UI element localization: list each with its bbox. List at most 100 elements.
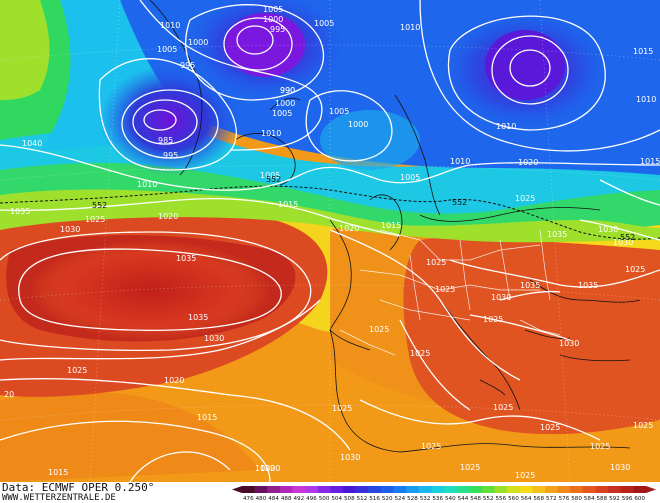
isobar-label: 1030 — [610, 463, 630, 472]
contour-552-label: 552 — [620, 233, 635, 242]
isobar-label: 1025 — [590, 442, 610, 451]
isobar-label: 1005 — [400, 173, 420, 182]
isobars — [0, 0, 660, 482]
colorbar-swatch — [254, 486, 268, 493]
website-link[interactable]: WWW.WETTERZENTRALE.DE — [2, 493, 116, 503]
isobar-label: 1025 — [421, 442, 441, 451]
colorbar-tick-label: 488 — [281, 496, 292, 501]
colorbar-tick-label: 528 — [407, 496, 418, 501]
isobar-label: 1040 — [22, 139, 42, 148]
isobar-label: 1030 — [491, 293, 511, 302]
colorbar-swatch — [330, 486, 344, 493]
isobar-label: 1000 — [348, 120, 368, 129]
colorbar-tick-label: 588 — [596, 496, 607, 501]
colorbar-swatch — [267, 486, 281, 493]
colorbar-tick-label: 596 — [622, 496, 633, 501]
colorbar-swatch — [507, 486, 521, 493]
isobar-label: 1025 — [410, 349, 430, 358]
isobar-label: 1030 — [340, 453, 360, 462]
colorbar-tick-label: 552 — [483, 496, 494, 501]
colorbar-swatch — [305, 486, 319, 493]
colorbar-swatch — [380, 486, 394, 493]
colorbar-swatch — [431, 486, 445, 493]
isobar-label: 1010 — [261, 129, 281, 138]
isobar-label: 1005 — [260, 171, 280, 180]
colorbar-swatch — [557, 486, 571, 493]
contour-labels: 552 552 552 552 — [92, 175, 635, 242]
graticule — [0, 0, 660, 482]
colorbar-swatch — [608, 486, 622, 493]
colorbar-tick-label: 520 — [382, 496, 393, 501]
contour-552-label: 552 — [452, 198, 467, 207]
isobar-label: 1010 — [400, 23, 420, 32]
colorbar-swatch — [317, 486, 331, 493]
isobar-label: 1020 — [339, 224, 359, 233]
isobar-label: 1030 — [204, 334, 224, 343]
colorbar-swatch — [494, 486, 508, 493]
isobar-label: 1030 — [559, 339, 579, 348]
colorbar-tick-label: 556 — [495, 496, 506, 501]
isobar-label: 1005 — [329, 107, 349, 116]
isobar-label: 1030 — [613, 238, 633, 247]
isobar-label: 1025 — [515, 471, 535, 480]
colorbar-tick-label: 476 — [243, 496, 254, 501]
isobar-label: 1035 — [578, 281, 598, 290]
isobar-label: 1025 — [435, 285, 455, 294]
colorbar-swatch — [595, 486, 609, 493]
isobar-label: 1000 — [275, 99, 295, 108]
isobar-label: 1020 — [518, 158, 538, 167]
isobar-label: 1025 — [332, 404, 352, 413]
isobar-label: 1025 — [426, 258, 446, 267]
band-red-south — [0, 391, 260, 482]
footer-bar: Data: ECMWF OPER 0.250° WWW.WETTERZENTRA… — [0, 482, 660, 503]
colorbar-tick-label: 580 — [571, 496, 582, 501]
cyan-patch-mid — [320, 110, 420, 170]
colorbar-tick-label: 536 — [432, 496, 443, 501]
isobar-label: 1025 — [540, 423, 560, 432]
isobar-label: 985 — [158, 136, 173, 145]
weather-map: 1010 1005 1000 995 1005 1005 1010 1000 995 990 101… — [0, 0, 660, 482]
isobar-label: 1020 — [164, 376, 184, 385]
colorbar-tick-label: 548 — [470, 496, 481, 501]
isobar-label: 1015 — [197, 413, 217, 422]
band-cyan — [0, 66, 660, 214]
isobar-label: 995 — [163, 151, 178, 160]
isobar-label: 1010 — [160, 21, 180, 30]
colorbar-swatch — [279, 486, 293, 493]
colorbar-tick-label: 516 — [369, 496, 380, 501]
colorbar-tick-label: 576 — [559, 496, 570, 501]
data-source-label: Data: ECMWF OPER 0.250° — [2, 481, 155, 494]
colorbar-swatch — [519, 486, 533, 493]
colorbar-tick-label: 544 — [458, 496, 469, 501]
colorbar-swatch — [444, 486, 457, 493]
band-yellow-nw — [0, 0, 50, 100]
colorbar-swatch — [242, 486, 255, 493]
isobar-label: 1015 — [278, 200, 298, 209]
colorbar-tick-label: 492 — [293, 496, 304, 501]
isobar-label: 1030 — [60, 225, 80, 234]
isobar-label: 1035 — [520, 281, 540, 290]
colorbar-tick-label: 572 — [546, 496, 557, 501]
isobar-label: 1025 — [633, 421, 653, 430]
isobar-label: 1035 — [188, 313, 208, 322]
colorbar-tick-label: 496 — [306, 496, 317, 501]
isobar-label: 1005 — [314, 19, 334, 28]
colorbar-swatch — [469, 486, 483, 493]
isobar-label: 1010 — [137, 180, 157, 189]
isobar-label: 1005 — [263, 5, 283, 14]
isobar-label: 1025 — [493, 403, 513, 412]
colorbar-swatch — [406, 486, 420, 493]
isobar-label: 990 — [280, 86, 295, 95]
colorbar-swatch — [620, 486, 634, 493]
colorbar-swatch — [456, 486, 470, 493]
isobar-label: 1015 — [381, 221, 401, 230]
contour-552 — [0, 185, 660, 240]
isobar-label: 1010 — [450, 157, 470, 166]
borders — [339, 229, 561, 356]
colorbar-swatch — [582, 486, 596, 493]
isobar-label: 1030 — [598, 225, 618, 234]
contour-552-label: 552 — [92, 201, 107, 210]
color-scale-bar: 476 480 484 488 492 496 500 504 508 512 516 520 524 5… — [232, 486, 656, 501]
colorbar-tick-label: 504 — [331, 496, 342, 501]
